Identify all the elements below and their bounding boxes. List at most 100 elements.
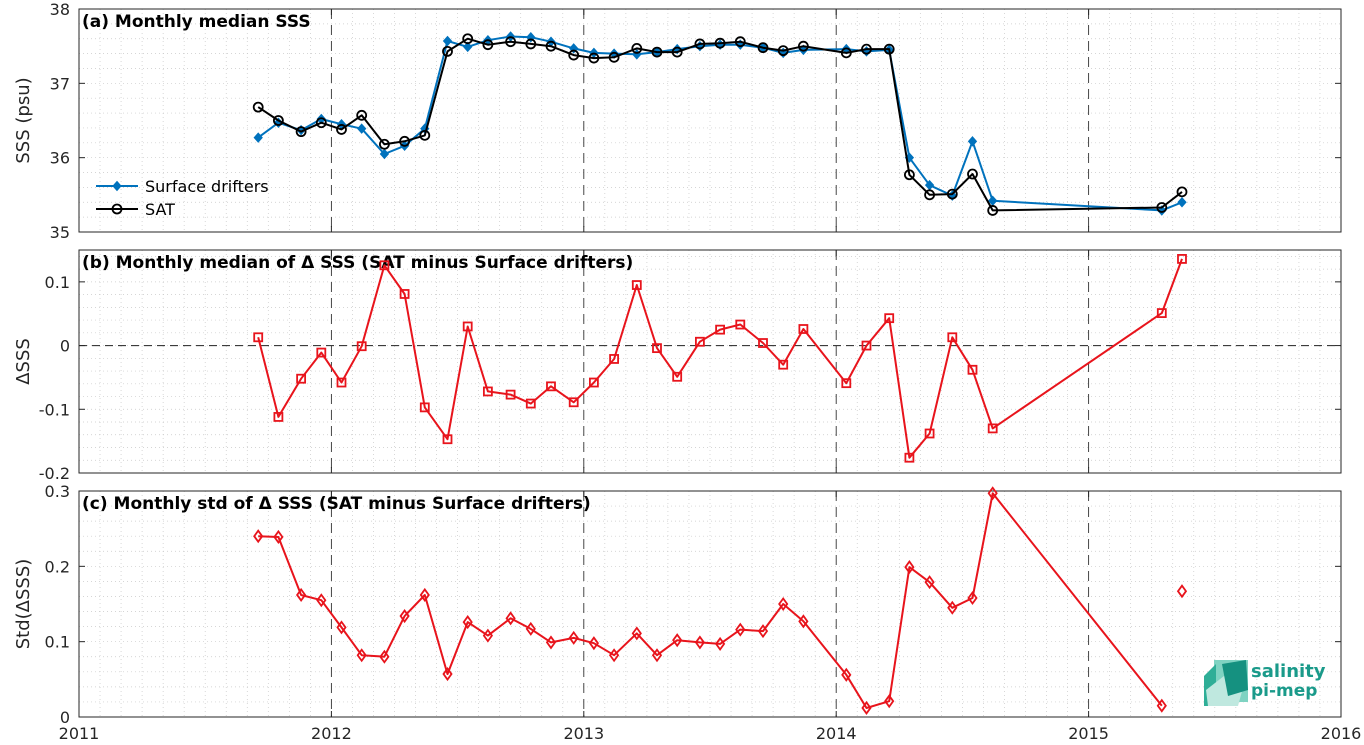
data-point [714, 636, 726, 651]
data-point [588, 377, 599, 388]
year-lines-delta [330, 250, 1090, 473]
panel-title-std: (c) Monthly std of Δ SSS (SAT minus Surf… [82, 494, 591, 514]
data-point [442, 35, 453, 47]
data-point [695, 336, 705, 347]
data-point [798, 324, 809, 334]
data-point [671, 46, 683, 58]
data-point [672, 371, 683, 382]
data-point [336, 124, 347, 135]
x-tick-label: 2016 [1321, 724, 1362, 743]
data-point [735, 622, 746, 637]
data-point [861, 700, 872, 715]
data-point [419, 587, 430, 602]
y-tick-label: 0.1 [45, 273, 70, 292]
pimep-logo: salinity pi-mep [1204, 660, 1326, 706]
logo-text-salinity: salinity [1251, 661, 1326, 682]
y-tick-label: 0 [60, 708, 70, 727]
logo-text-pimep: pi-mep [1251, 681, 1317, 701]
data-point [967, 590, 978, 606]
axes-frame-sss [78, 8, 1342, 233]
data-point [631, 626, 642, 641]
data-point [356, 109, 368, 121]
data-point [273, 529, 284, 544]
y-tick-label: -0.2 [39, 464, 70, 483]
plot-area-delta [79, 250, 1341, 473]
data-point [884, 694, 895, 709]
data-point [356, 341, 367, 352]
data-point [252, 101, 264, 113]
data-point [295, 587, 307, 602]
data-point [840, 47, 852, 59]
data-point [525, 621, 536, 636]
data-point [357, 123, 367, 134]
data-point [987, 205, 999, 216]
data-point [442, 667, 453, 682]
data-point [462, 615, 473, 630]
data-point [315, 117, 327, 129]
data-point [296, 373, 307, 384]
y-tick-label: 0 [60, 337, 70, 356]
data-point [356, 648, 367, 663]
data-point [841, 667, 852, 682]
data-point [379, 148, 390, 160]
data-point [442, 45, 453, 57]
data-point [883, 43, 895, 55]
data-point [399, 135, 410, 147]
data-point [631, 280, 642, 290]
legend: Surface drifters SAT [96, 177, 269, 219]
legend-label: Surface drifters [145, 177, 269, 196]
data-point [946, 188, 958, 200]
data-point [947, 332, 958, 343]
data-point [608, 51, 620, 63]
data-point [272, 115, 284, 126]
data-point [651, 648, 663, 663]
data-point [463, 41, 473, 53]
data-point [694, 38, 706, 50]
legend-marker [112, 180, 122, 192]
y-axis-label-sss: SSS (psu) [13, 77, 34, 163]
data-point [253, 332, 264, 343]
data-point [778, 596, 789, 612]
data-point [1156, 698, 1167, 713]
data-point [316, 593, 327, 608]
x-ticks-delta [78, 250, 1342, 473]
legend-label: SAT [145, 200, 175, 219]
data-point [462, 321, 473, 332]
x-ticks-sss [78, 9, 1342, 232]
data-point [462, 33, 474, 45]
y-axis-label-delta: ΔSSS [13, 338, 34, 385]
data-point [651, 46, 663, 58]
data-point [924, 428, 935, 439]
data-point [841, 378, 852, 389]
data-point [987, 423, 998, 434]
data-point [505, 611, 516, 626]
data-point [1156, 202, 1168, 213]
x-tick-label: 2014 [816, 724, 857, 743]
data-point [967, 168, 978, 180]
y-ticks-std: 0 0.1 0.2 0.3 [45, 482, 1341, 727]
data-point [546, 381, 556, 392]
data-point [609, 354, 619, 364]
panel-delta: -0.2 -0.1 0 0.1 ΔSSS (b) Monthly median of Δ … [13, 249, 1342, 483]
data-point [861, 340, 872, 351]
series-sss-sat [252, 33, 1188, 216]
data-point [924, 189, 935, 201]
data-point [1177, 197, 1187, 208]
data-point [904, 560, 915, 575]
data-point [734, 36, 746, 48]
data-point [525, 38, 537, 50]
data-point [273, 412, 284, 422]
data-point [482, 39, 494, 51]
x-ticks-std: 2011 2012 2013 2014 2015 2016 [59, 491, 1362, 743]
data-point [947, 600, 958, 615]
data-point [525, 398, 536, 409]
data-point [588, 52, 600, 64]
y-ticks-delta: -0.2 -0.1 0 0.1 [39, 273, 1341, 483]
panel-std: 0 0.1 0.2 0.3 2011 2012 2013 2014 2015 2016 Std(ΔS… [13, 482, 1361, 743]
data-point [1177, 254, 1187, 264]
data-point [903, 169, 915, 181]
y-tick-label: -0.1 [39, 400, 70, 419]
data-point [588, 636, 600, 651]
data-point [545, 40, 557, 52]
axes-frame-delta [78, 249, 1342, 474]
